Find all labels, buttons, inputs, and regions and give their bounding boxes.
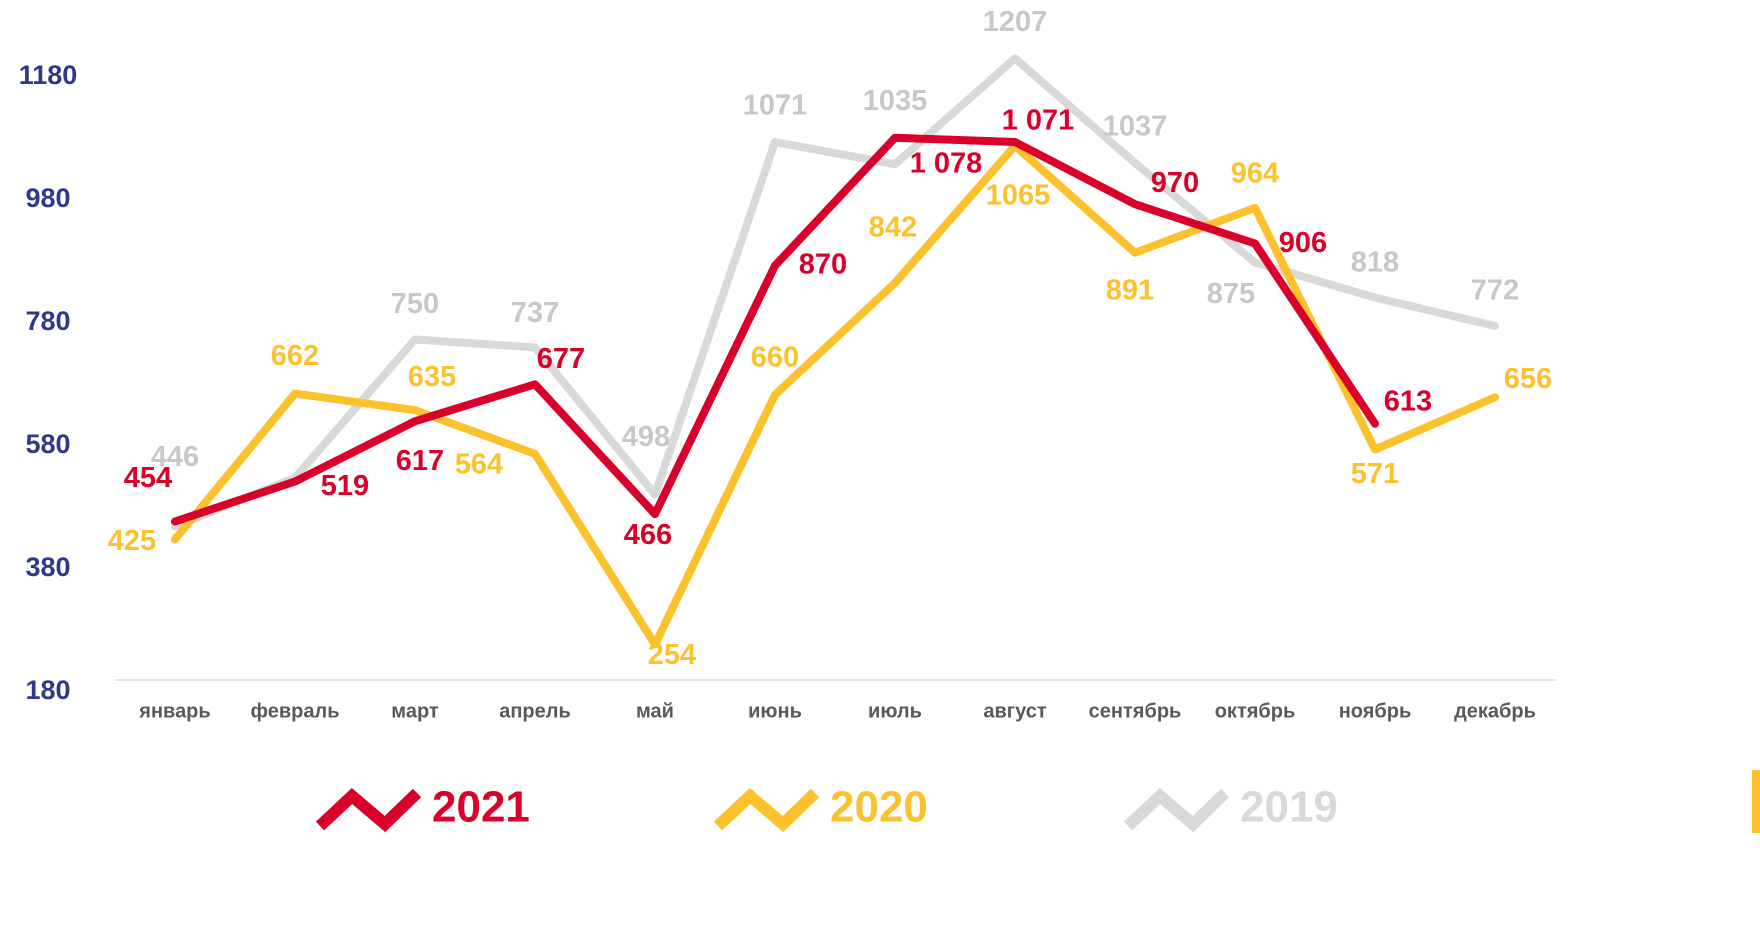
data-label: 891	[1106, 274, 1154, 306]
data-label: 737	[511, 297, 559, 329]
data-label: 454	[124, 462, 172, 494]
data-label: 970	[1151, 167, 1199, 199]
data-label: 842	[869, 212, 917, 244]
data-label: 870	[799, 248, 847, 280]
data-label: 425	[108, 525, 156, 557]
data-label: 818	[1351, 246, 1399, 278]
series-line	[171, 133, 1379, 526]
data-label: 656	[1504, 363, 1552, 395]
x-tick-label: февраль	[251, 700, 340, 722]
data-label: 519	[321, 470, 369, 502]
data-label: 677	[537, 343, 585, 375]
data-label: 571	[1351, 458, 1399, 490]
y-tick-label: 980	[25, 183, 70, 213]
x-tick-label: июль	[868, 700, 922, 722]
data-label: 1035	[863, 85, 928, 117]
y-tick-label: 1180	[19, 60, 78, 90]
data-label: 498	[622, 421, 670, 453]
x-tick-label: август	[983, 700, 1046, 722]
x-tick-label: апрель	[499, 700, 571, 722]
data-label: 906	[1279, 227, 1327, 259]
data-label: 1 071	[1002, 105, 1075, 137]
data-label: 1065	[986, 179, 1051, 211]
x-tick-label: март	[391, 700, 439, 722]
data-label: 466	[624, 519, 672, 551]
data-label: 446	[151, 441, 199, 473]
x-tick-label: май	[636, 700, 674, 722]
x-tick-label: ноябрь	[1339, 700, 1412, 722]
data-label: 964	[1231, 157, 1279, 189]
data-label: 1071	[743, 90, 808, 122]
legend-icon	[1123, 787, 1230, 833]
y-tick-label: 780	[25, 306, 70, 336]
y-tick-label: 180	[25, 675, 70, 705]
data-label: 662	[271, 340, 319, 372]
y-tick-label: 580	[25, 429, 70, 459]
data-label: 617	[396, 445, 444, 477]
data-label: 660	[751, 341, 799, 373]
x-tick-label: сентябрь	[1089, 700, 1182, 722]
data-label: 613	[1384, 385, 1432, 417]
data-label: 635	[408, 361, 456, 393]
data-label: 875	[1207, 278, 1255, 310]
x-tick-label: июнь	[748, 700, 802, 722]
x-tick-label: январь	[138, 700, 210, 722]
x-tick-label: декабрь	[1454, 700, 1536, 722]
legend-label: 2019	[1240, 783, 1338, 832]
legend-label: 2021	[432, 783, 530, 832]
decor-bar	[1752, 770, 1760, 833]
legend-icon	[315, 787, 422, 833]
data-label: 1 078	[910, 147, 983, 179]
series-line	[171, 141, 1499, 649]
data-label: 1207	[983, 6, 1048, 38]
legend-label: 2020	[830, 783, 928, 832]
data-label: 254	[648, 639, 696, 671]
data-label: 1037	[1103, 111, 1168, 143]
data-label: 564	[455, 448, 503, 480]
data-label: 772	[1471, 275, 1519, 307]
y-tick-label: 380	[25, 552, 70, 582]
data-label: 750	[391, 288, 439, 320]
x-tick-label: октябрь	[1215, 700, 1296, 722]
legend-icon	[713, 787, 820, 833]
